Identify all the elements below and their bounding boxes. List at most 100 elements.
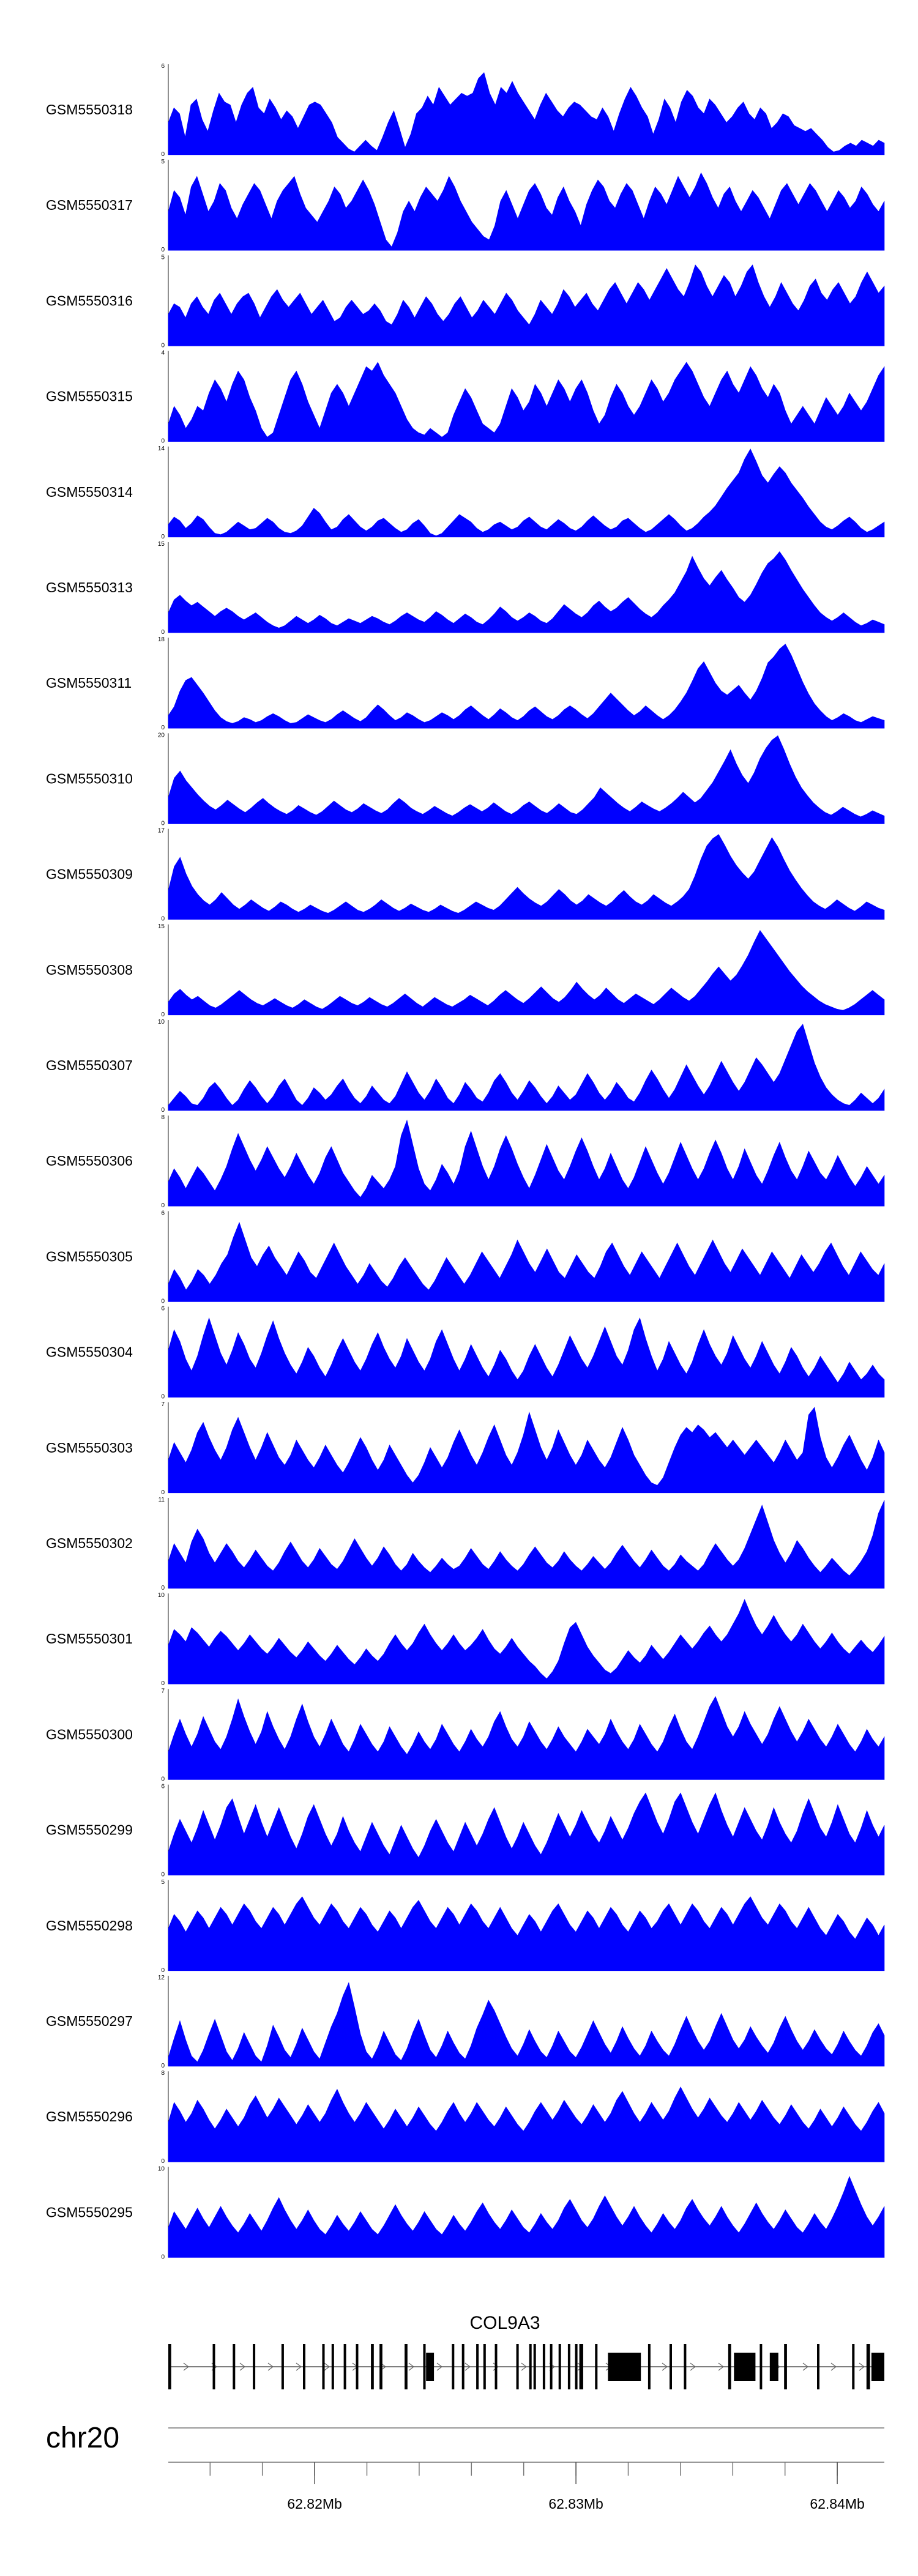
exon — [483, 2344, 486, 2389]
y-tick-min: 0 — [161, 820, 165, 827]
coverage-area — [168, 172, 885, 251]
track-GSM5550313: GSM5550313 15 0 — [46, 541, 885, 636]
y-tick-min: 0 — [161, 1298, 165, 1305]
track-GSM5550315: GSM5550315 4 0 — [46, 350, 885, 445]
coverage-area — [168, 1896, 885, 1971]
y-tick-min: 0 — [161, 342, 165, 349]
y-tick-min: 0 — [161, 629, 165, 636]
coverage-area — [168, 362, 885, 442]
exon — [769, 2353, 778, 2381]
y-tick-max: 12 — [158, 1975, 165, 1981]
y-tick-max: 10 — [158, 1592, 165, 1599]
track-label: GSM5550308 — [46, 962, 133, 978]
exon — [494, 2344, 498, 2389]
track-GSM5550298: GSM5550298 5 0 — [46, 1879, 885, 1974]
strand-arrow — [436, 2362, 442, 2371]
y-tick-max: 6 — [161, 63, 165, 70]
track-GSM5550301: GSM5550301 10 0 — [46, 1592, 885, 1687]
coverage-area — [168, 1407, 885, 1494]
track-label: GSM5550296 — [46, 2109, 133, 2124]
exon — [423, 2344, 426, 2389]
y-tick-max: 5 — [161, 254, 165, 261]
exon — [253, 2344, 256, 2389]
exon — [759, 2344, 763, 2389]
coverage-area — [168, 834, 885, 920]
track-GSM5550311: GSM5550311 18 0 — [46, 636, 885, 731]
exon — [371, 2344, 374, 2389]
coverage-area — [168, 72, 885, 155]
track-label: GSM5550314 — [46, 484, 133, 500]
track-GSM5550317: GSM5550317 5 0 — [46, 158, 885, 253]
strand-arrow — [267, 2362, 274, 2371]
track-label: GSM5550309 — [46, 866, 133, 882]
track-GSM5550297: GSM5550297 12 0 — [46, 1975, 885, 2069]
y-tick-max: 15 — [158, 541, 165, 548]
track-label: GSM5550300 — [46, 1726, 133, 1742]
axis-major-ticks: 62.82Mb 62.83Mb 62.84Mb — [287, 2462, 865, 2512]
track-label: GSM5550301 — [46, 1631, 133, 1647]
x-tick-label: 62.83Mb — [548, 2496, 603, 2512]
track-GSM5550296: GSM5550296 8 0 — [46, 2070, 885, 2165]
exon — [461, 2344, 465, 2389]
exon — [817, 2344, 819, 2389]
gene-name-label: COL9A3 — [469, 2313, 540, 2333]
y-tick-min: 0 — [161, 2063, 165, 2069]
track-label: GSM5550297 — [46, 2013, 133, 2029]
exon — [684, 2344, 687, 2389]
y-tick-max: 5 — [161, 1879, 165, 1886]
exon — [567, 2344, 570, 2389]
track-label: GSM5550313 — [46, 579, 133, 595]
y-tick-max: 20 — [158, 732, 165, 739]
y-tick-max: 11 — [159, 1497, 165, 1503]
y-tick-min: 0 — [161, 1394, 165, 1401]
exon — [728, 2344, 731, 2389]
track-label: GSM5550303 — [46, 1440, 133, 1456]
exon — [734, 2353, 756, 2381]
exon — [379, 2344, 382, 2389]
exon — [356, 2344, 359, 2389]
track-GSM5550304: GSM5550304 6 0 — [46, 1306, 885, 1401]
x-tick-label: 62.82Mb — [287, 2496, 342, 2512]
y-tick-max: 18 — [158, 636, 165, 643]
exon — [533, 2344, 536, 2389]
exon — [595, 2344, 598, 2389]
coverage-area — [168, 930, 885, 1016]
y-tick-min: 0 — [161, 916, 165, 923]
y-tick-min: 0 — [161, 247, 165, 253]
track-label: GSM5550318 — [46, 102, 133, 117]
exon — [212, 2344, 215, 2389]
track-GSM5550305: GSM5550305 6 0 — [46, 1210, 885, 1305]
exon — [405, 2344, 408, 2389]
track-label: GSM5550302 — [46, 1535, 133, 1551]
y-tick-min: 0 — [161, 2158, 165, 2165]
y-tick-max: 6 — [161, 1306, 165, 1312]
exon — [866, 2344, 870, 2389]
coverage-area — [168, 1500, 885, 1589]
strand-arrow — [662, 2362, 668, 2371]
y-tick-max: 8 — [161, 1114, 165, 1121]
coverage-area — [168, 264, 885, 346]
y-tick-max: 17 — [158, 828, 165, 835]
track-GSM5550314: GSM5550314 14 0 — [46, 445, 885, 540]
exon — [322, 2344, 325, 2389]
y-tick-min: 0 — [161, 438, 165, 445]
coverage-area — [168, 1221, 885, 1302]
coverage-area — [168, 449, 885, 538]
track-label: GSM5550317 — [46, 197, 133, 213]
y-tick-min: 0 — [161, 1107, 165, 1114]
y-tick-max: 7 — [161, 1688, 165, 1694]
coverage-area — [168, 1982, 885, 2067]
y-tick-min: 0 — [161, 1776, 165, 1782]
exon — [343, 2344, 346, 2389]
y-tick-min: 0 — [161, 534, 165, 540]
x-tick-label: 62.84Mb — [810, 2496, 865, 2512]
exon — [871, 2353, 884, 2381]
coverage-area — [168, 1119, 885, 1207]
track-GSM5550300: GSM5550300 7 0 — [46, 1688, 885, 1782]
exon — [331, 2344, 334, 2389]
strand-arrow — [521, 2362, 527, 2371]
strand-arrow — [718, 2362, 724, 2371]
exon — [476, 2344, 479, 2389]
exon — [452, 2344, 455, 2389]
